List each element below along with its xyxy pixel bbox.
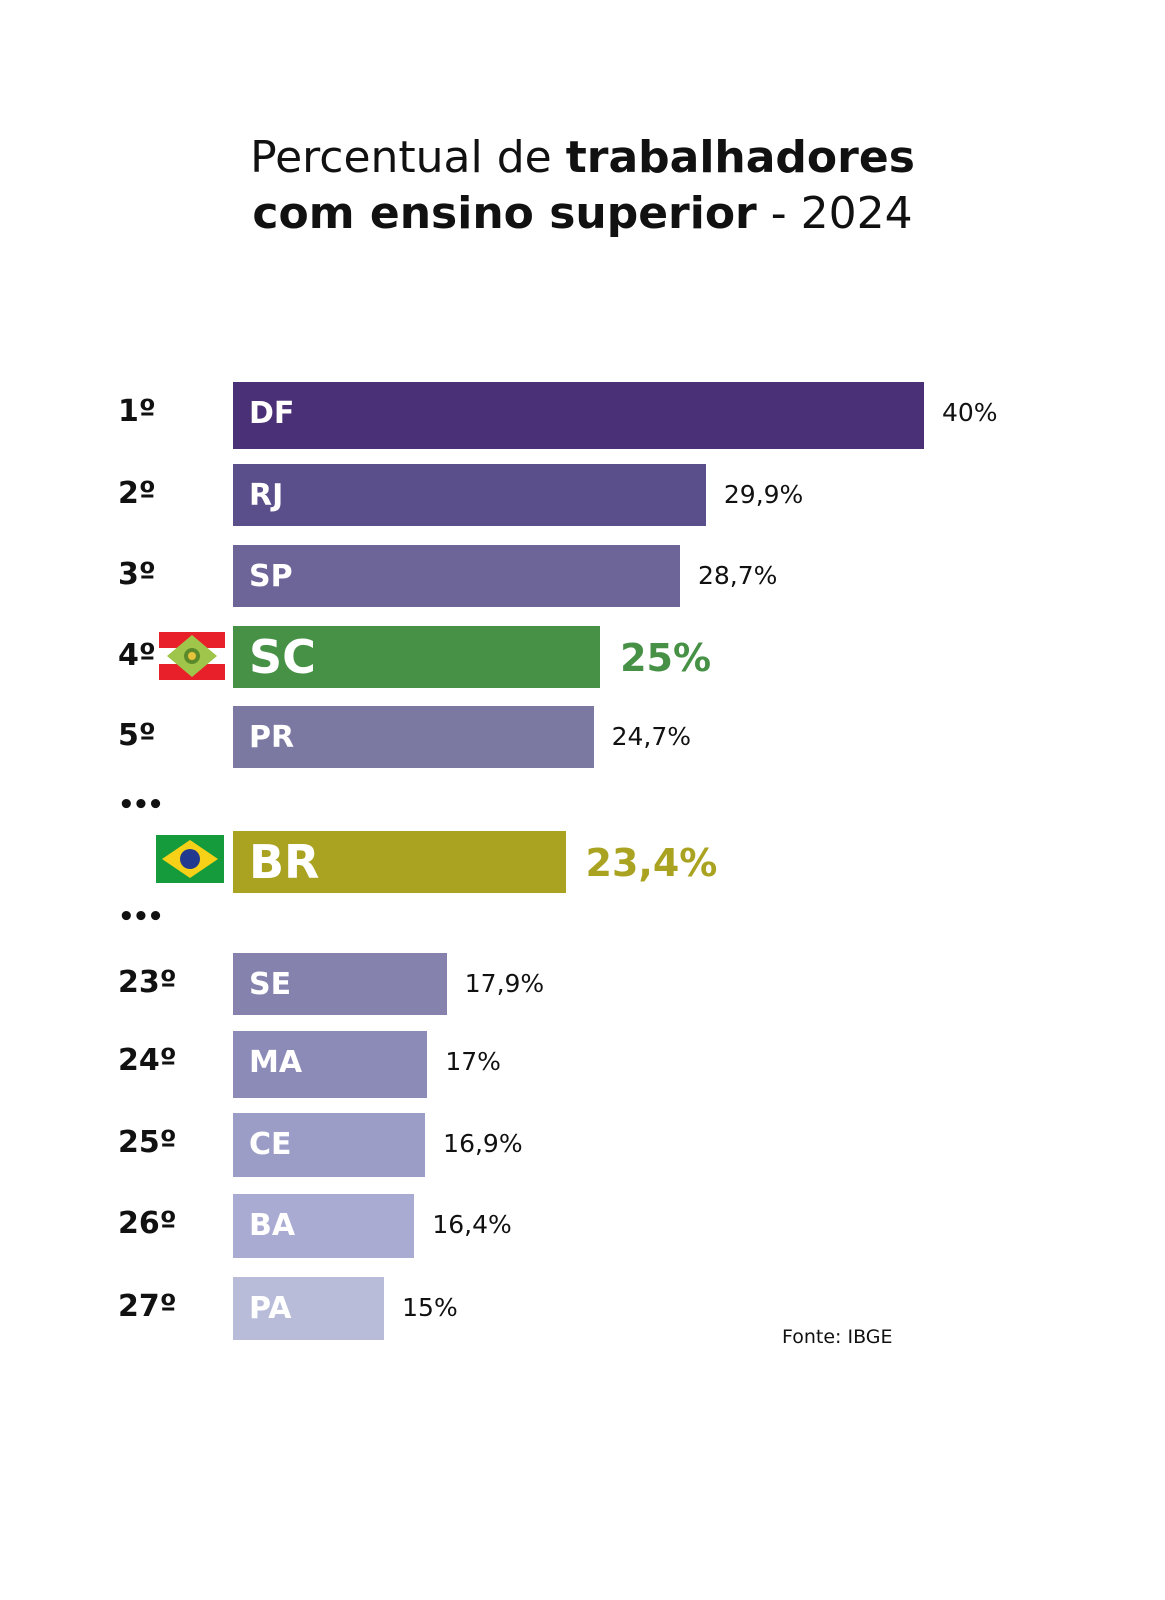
brazil-flag-icon — [156, 835, 224, 883]
bar-category-label: PA — [249, 1291, 292, 1326]
bar-category-label: BR — [249, 835, 320, 889]
ellipsis: ••• — [118, 790, 164, 820]
rank-label: 5º — [118, 718, 156, 753]
bar-category-label: PR — [249, 720, 295, 755]
value-label: 16,4% — [432, 1210, 512, 1239]
rank-label: 27º — [118, 1289, 177, 1324]
rank-label: 25º — [118, 1125, 177, 1160]
title-part: Percentual de — [250, 132, 566, 183]
value-label: 23,4% — [585, 841, 718, 885]
bar-df: DF — [233, 382, 924, 449]
bar-category-label: SE — [249, 967, 292, 1002]
value-label: 40% — [942, 398, 998, 427]
bar-se: SE — [233, 953, 447, 1015]
bar-category-label: BA — [249, 1208, 296, 1243]
rank-label: 2º — [118, 476, 156, 511]
title-part: - 2024 — [756, 188, 913, 239]
title-bold: com ensino superior — [252, 188, 757, 239]
source-note: Fonte: IBGE — [782, 1326, 893, 1348]
bar-pr: PR — [233, 706, 594, 768]
bar-category-label: CE — [249, 1127, 292, 1162]
value-label: 29,9% — [723, 480, 804, 509]
bar-ba: BA — [233, 1194, 415, 1258]
bar-category-label: RJ — [249, 478, 284, 513]
bar-category-label: DF — [249, 396, 295, 431]
chart-title: Percentual de trabalhadores com ensino s… — [0, 130, 1165, 242]
santa-catarina-flag-icon — [159, 632, 225, 680]
value-label: 17% — [445, 1047, 501, 1076]
bar-category-label: MA — [249, 1045, 303, 1080]
bar-category-label: SC — [249, 630, 316, 684]
bar-br: BR — [233, 831, 566, 893]
value-label: 16,9% — [443, 1129, 523, 1158]
bar-sp: SP — [233, 545, 680, 607]
value-label: 25% — [620, 636, 712, 680]
bar-ce: CE — [233, 1113, 426, 1177]
rank-label: 23º — [118, 965, 177, 1000]
bar-category-label: SP — [249, 559, 293, 594]
value-label: 24,7% — [611, 722, 692, 751]
value-label: 15% — [402, 1293, 458, 1322]
rank-label: 26º — [118, 1206, 177, 1241]
rank-label: 3º — [118, 557, 156, 592]
value-label: 17,9% — [464, 969, 545, 998]
value-label: 28,7% — [697, 561, 778, 590]
ellipsis: ••• — [118, 902, 164, 932]
title-bold: trabalhadores — [565, 132, 915, 183]
bar-sc: SC — [233, 626, 601, 688]
bar-rj: RJ — [233, 464, 706, 526]
bar-ma: MA — [233, 1031, 428, 1098]
rank-label: 1º — [118, 394, 156, 429]
bar-pa: PA — [233, 1277, 385, 1340]
rank-label: 4º — [118, 638, 156, 673]
rank-label: 24º — [118, 1043, 177, 1078]
